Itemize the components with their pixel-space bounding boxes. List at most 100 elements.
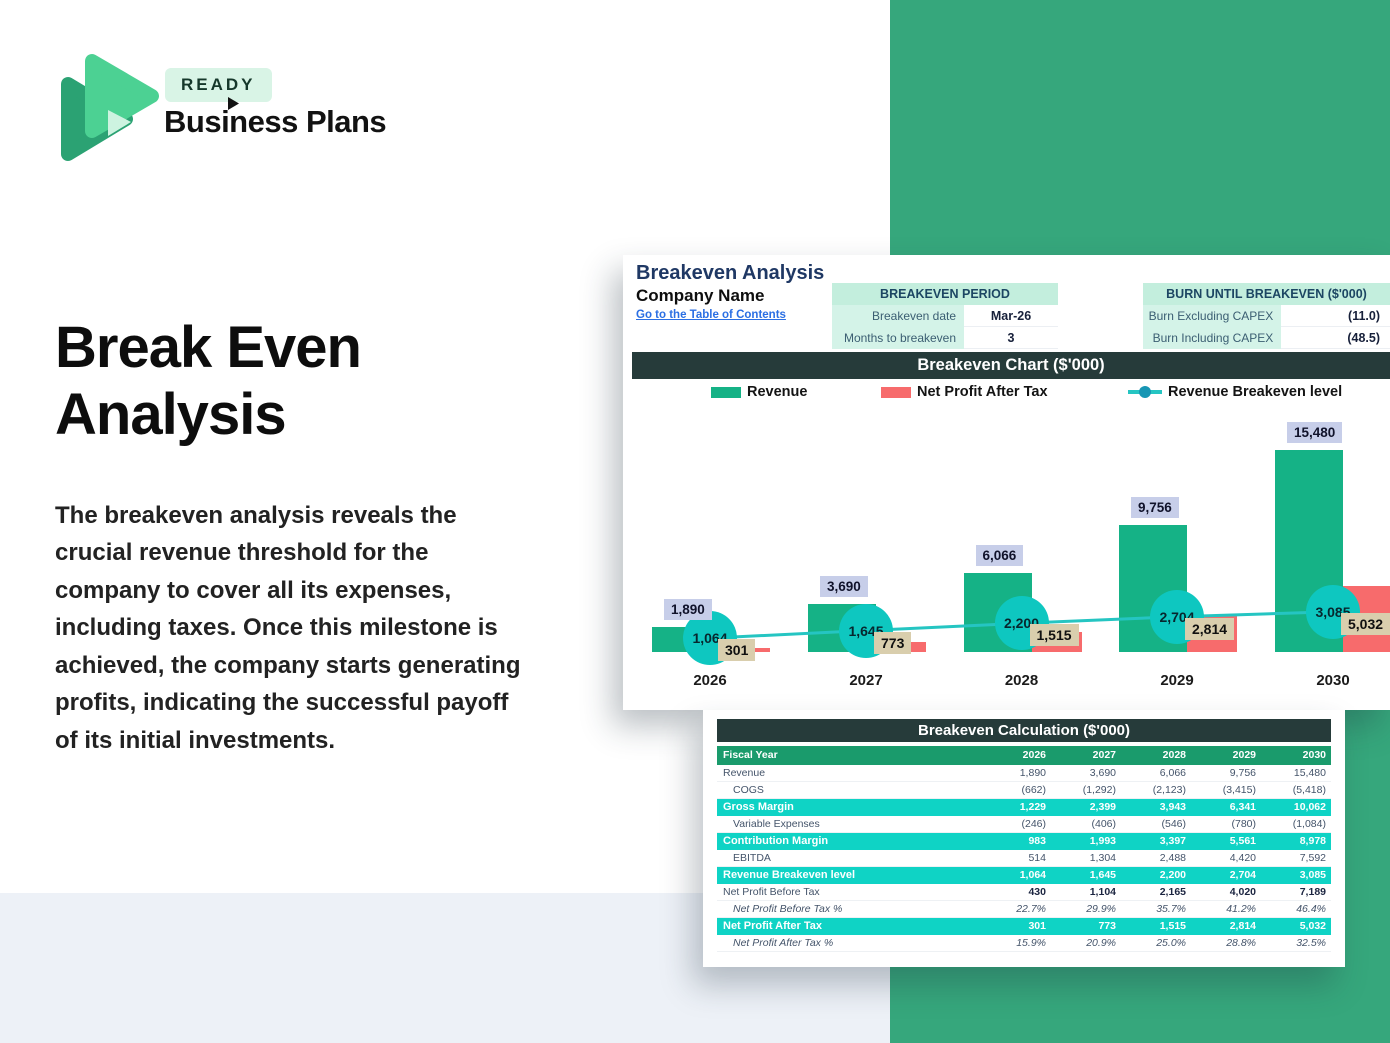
cell-value: 8,978 (1299, 835, 1326, 847)
table-row: Gross Margin 1,229 2,399 3,943 6,341 10,062 (717, 799, 1331, 816)
breakeven-chart-plot: 1,064 1,890 301 2026 1,645 3,690 773 2027 2,200 6… (623, 255, 1390, 710)
period-row-value: Mar-26 (964, 305, 1058, 327)
table-row: Burn Excluding CAPEX (11.0) (1143, 305, 1390, 327)
cell-value: 4,020 (1229, 886, 1256, 898)
cell-value: 6,066 (1159, 767, 1186, 779)
calculation-table-card: Breakeven Calculation ($'000) Fiscal Yea… (703, 710, 1345, 967)
net-profit-swatch-icon (881, 386, 911, 398)
revenue-value-label: 15,480 (1287, 422, 1343, 443)
cell-value: 32.5% (1296, 937, 1326, 949)
cell-value: 773 (1098, 920, 1116, 932)
table-row: Net Profit After Tax 301 773 1,515 2,814 5,03… (717, 918, 1331, 935)
cell-value: 2,814 (1229, 920, 1256, 932)
year-axis-label: 2030 (1316, 672, 1350, 689)
cell-value: 3,397 (1159, 835, 1186, 847)
cell-value: (1,084) (1292, 818, 1326, 830)
cell-value: 29.9% (1086, 903, 1116, 915)
cell-value: 2030 (1302, 749, 1326, 761)
row-label: Gross Margin (723, 801, 794, 813)
cell-value: (546) (1161, 818, 1186, 830)
table-row: Revenue Breakeven level 1,064 1,645 2,200 2,… (717, 867, 1331, 884)
fiscal-year-header-row: Fiscal Year 2026 2027 2028 2029 2030 (717, 746, 1331, 765)
table-row: Contribution Margin 983 1,993 3,397 5,561 8,9… (717, 833, 1331, 850)
cell-value: 1,064 (1019, 869, 1046, 881)
row-label: Fiscal Year (723, 749, 778, 761)
cell-value: 35.7% (1156, 903, 1186, 915)
cell-value: 6,341 (1229, 801, 1256, 813)
cell-value: 15,480 (1293, 767, 1326, 779)
revenue-value-label: 1,890 (664, 599, 712, 621)
net-profit-value-label: 5,032 (1341, 612, 1390, 635)
period-row-label: Months to breakeven (832, 327, 965, 349)
revenue-value-label: 3,690 (820, 575, 868, 597)
cell-value: (3,415) (1222, 784, 1256, 796)
cell-value: 28.8% (1226, 937, 1256, 949)
cell-value: 1,304 (1089, 852, 1116, 864)
burn-table-header: BURN UNTIL BREAKEVEN ($'000) (1143, 283, 1390, 305)
cell-value: 2,704 (1229, 869, 1256, 881)
legend-label: Net Profit After Tax (917, 384, 1048, 400)
cell-value: 5,032 (1299, 920, 1326, 932)
period-row-value: 3 (964, 327, 1058, 349)
table-row: Net Profit Before Tax % 22.7% 29.9% 35.7% 41… (717, 901, 1331, 918)
cell-value: 2,399 (1089, 801, 1116, 813)
year-axis-label: 2027 (849, 672, 883, 689)
cell-value: 301 (1028, 920, 1046, 932)
page-title: Break Even Analysis (55, 315, 575, 448)
year-axis-label: 2028 (1004, 672, 1039, 689)
cell-value: 2027 (1092, 749, 1116, 761)
calc-table: Fiscal Year 2026 2027 2028 2029 2030 Revenue 1,… (717, 746, 1331, 952)
calc-table-title: Breakeven Calculation ($'000) (717, 719, 1331, 742)
cell-value: 430 (1028, 886, 1046, 898)
cell-value: 3,690 (1089, 767, 1116, 779)
cell-value: 10,062 (1293, 801, 1326, 813)
cell-value: 7,592 (1299, 852, 1326, 864)
row-label: Net Profit After Tax (723, 920, 823, 932)
revenue-swatch-icon (711, 386, 741, 398)
row-label: Variable Expenses (733, 818, 820, 830)
table-row: Variable Expenses (246) (406) (546) (780) (1,… (717, 816, 1331, 833)
row-label: EBITDA (733, 852, 771, 864)
row-label: COGS (733, 784, 764, 796)
cell-value: (406) (1091, 818, 1116, 830)
table-of-contents-link[interactable]: Go to the Table of Contents (636, 309, 786, 321)
burn-until-breakeven-table: BURN UNTIL BREAKEVEN ($'000) Burn Exclud… (1143, 283, 1390, 349)
legend-item-breakeven: Revenue Breakeven level (1128, 384, 1342, 400)
play-logo-icon (61, 54, 159, 161)
cell-value: 41.2% (1226, 903, 1256, 915)
net-profit-value-label: 1,515 (1029, 624, 1079, 647)
cell-value: 25.0% (1156, 937, 1186, 949)
period-table-header: BREAKEVEN PERIOD (832, 283, 1058, 305)
burn-row-label: Burn Excluding CAPEX (1143, 305, 1282, 327)
cell-value: 2026 (1022, 749, 1046, 761)
cell-value: 1,229 (1019, 801, 1046, 813)
table-row: Burn Including CAPEX (48.5) (1143, 327, 1390, 349)
legend-item-net-profit: Net Profit After Tax (881, 384, 1048, 400)
page-title-line2: Analysis (55, 381, 287, 447)
revenue-value-label: 9,756 (1131, 496, 1179, 518)
cell-value: 2028 (1162, 749, 1186, 761)
net-profit-value-label: 773 (874, 631, 912, 654)
cell-value: 46.4% (1296, 903, 1326, 915)
row-label: Net Profit Before Tax (723, 886, 820, 898)
cell-value: 7,189 (1299, 886, 1326, 898)
period-row-label: Breakeven date (832, 305, 965, 327)
cell-value: 1,993 (1089, 835, 1116, 847)
row-label: Contribution Margin (723, 835, 829, 847)
sheet-company: Company Name (636, 286, 765, 305)
table-row: Revenue 1,890 3,690 6,066 9,756 15,480 (717, 765, 1331, 782)
row-label: Net Profit After Tax % (733, 937, 834, 949)
legend-label: Revenue Breakeven level (1168, 384, 1343, 400)
page-title-line1: Break Even (55, 315, 362, 380)
burn-row-value: (48.5) (1281, 327, 1390, 349)
page-description: The breakeven analysis reveals the cruci… (55, 502, 521, 754)
cell-value: 22.7% (1016, 903, 1046, 915)
net-profit-value-label: 2,814 (1185, 617, 1235, 640)
cell-value: 2029 (1232, 749, 1256, 761)
cell-value: 2,165 (1159, 886, 1186, 898)
chart-legend: Revenue Net Profit After Tax Revenue Bre… (623, 384, 1390, 402)
breakeven-line-marker-icon (1128, 386, 1162, 398)
cell-value: 514 (1028, 852, 1046, 864)
table-row: Net Profit After Tax % 15.9% 20.9% 25.0% 28.… (717, 935, 1331, 952)
cell-value: (5,418) (1292, 784, 1326, 796)
